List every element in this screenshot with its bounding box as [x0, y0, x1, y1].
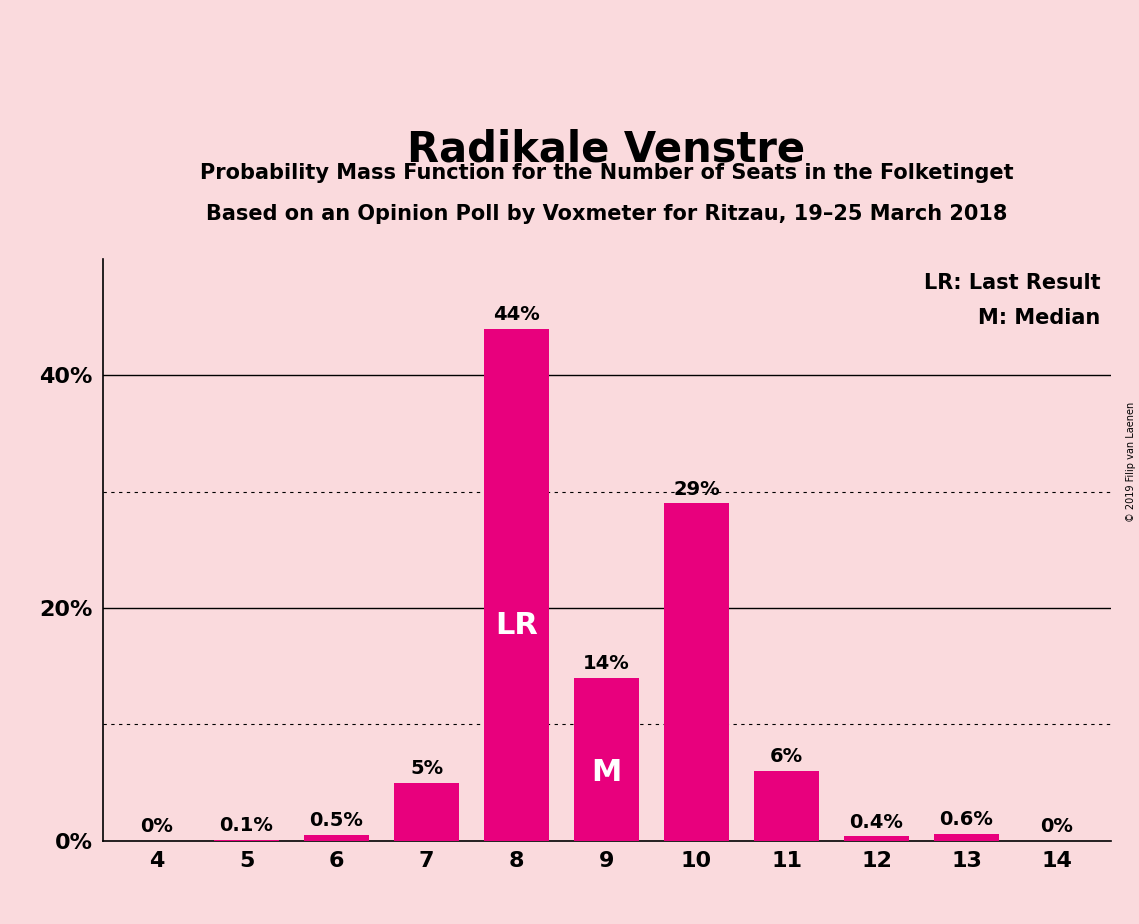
Text: LR: Last Result: LR: Last Result — [924, 274, 1100, 293]
Text: 5%: 5% — [410, 759, 443, 778]
Text: 0%: 0% — [140, 817, 173, 836]
Text: M: M — [591, 758, 622, 787]
Text: © 2019 Filip van Laenen: © 2019 Filip van Laenen — [1125, 402, 1136, 522]
Text: M: Median: M: Median — [978, 309, 1100, 328]
Text: 0%: 0% — [1040, 817, 1073, 836]
Text: Based on an Opinion Poll by Voxmeter for Ritzau, 19–25 March 2018: Based on an Opinion Poll by Voxmeter for… — [206, 204, 1007, 224]
Text: 14%: 14% — [583, 654, 630, 674]
Bar — [754, 771, 819, 841]
Bar — [574, 678, 639, 841]
Text: 0.1%: 0.1% — [220, 816, 273, 835]
Text: 0.6%: 0.6% — [940, 810, 993, 829]
Text: LR: LR — [495, 611, 538, 640]
Text: 6%: 6% — [770, 748, 803, 766]
Bar — [304, 835, 369, 841]
Text: 44%: 44% — [493, 305, 540, 324]
Bar — [484, 329, 549, 841]
Bar — [664, 504, 729, 841]
Text: 29%: 29% — [673, 480, 720, 499]
Bar — [934, 833, 999, 841]
Bar — [394, 783, 459, 841]
Title: Radikale Venstre: Radikale Venstre — [408, 128, 805, 171]
Text: 0.4%: 0.4% — [850, 812, 903, 832]
Text: 0.5%: 0.5% — [310, 811, 363, 831]
Bar — [214, 840, 279, 841]
Text: Probability Mass Function for the Number of Seats in the Folketinget: Probability Mass Function for the Number… — [199, 163, 1014, 183]
Bar — [844, 836, 909, 841]
